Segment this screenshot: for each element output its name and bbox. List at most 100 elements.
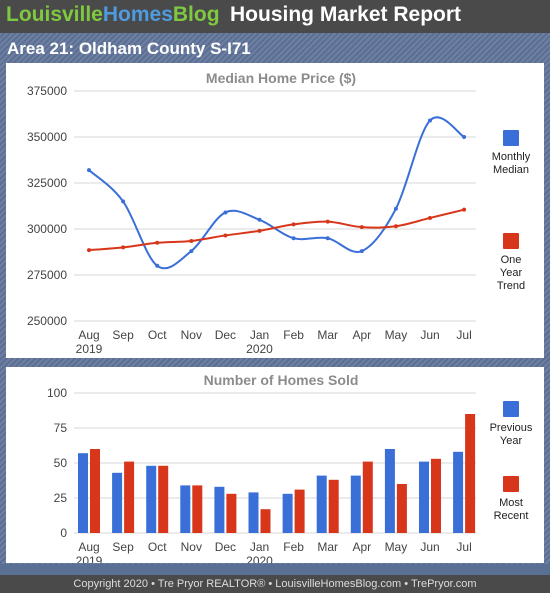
x-year-label: 2020 <box>246 554 273 563</box>
homes-sold-chart: Number of Homes Sold 100 75 50 25 0 Aug Sep Oct N… <box>47 372 533 568</box>
chart-title: Number of Homes Sold <box>204 372 359 388</box>
bar <box>248 492 259 533</box>
y-tick-label: 75 <box>54 421 68 435</box>
legend-most-recent-label: Most <box>499 497 523 509</box>
x-tick-label: Nov <box>181 540 202 554</box>
data-point <box>223 233 228 238</box>
brand-part-3: Blog <box>172 3 220 26</box>
brand-part-2: Homes <box>102 3 173 26</box>
legend-monthly-median-label: Monthly <box>492 151 531 163</box>
legend-monthly-median-swatch <box>503 130 519 146</box>
y-tick-label: 0 <box>60 526 67 540</box>
area-subtitle: Area 21: Oldham County S-I71 <box>7 39 251 58</box>
legend-most-recent-swatch <box>503 476 519 492</box>
bar <box>316 475 327 533</box>
bar <box>465 414 476 533</box>
data-point <box>189 249 194 254</box>
data-point <box>428 118 432 123</box>
legend-previous-year-label: Previous <box>490 422 533 434</box>
legend-one-year-trend-label: Year <box>500 267 523 279</box>
bar <box>90 449 100 533</box>
bar <box>124 461 135 533</box>
y-tick-label: 300000 <box>27 222 67 236</box>
data-point <box>325 236 330 241</box>
footer-copyright: Copyright 2020 • Tre Pryor REALTOR® • Lo… <box>0 575 550 593</box>
y-tick-label: 25 <box>54 491 68 505</box>
x-tick-label: May <box>385 328 408 342</box>
bar <box>180 485 191 533</box>
x-tick-label: Aug <box>78 540 99 554</box>
x-year-label: 2019 <box>76 554 103 563</box>
y-tick-label: 325000 <box>27 176 67 190</box>
x-tick-label: Oct <box>148 328 167 342</box>
legend-most-recent-label: Recent <box>494 510 529 522</box>
data-point <box>462 135 467 139</box>
data-point <box>291 222 296 227</box>
data-point <box>359 225 364 230</box>
median-price-panel: Median Home Price ($) 375000 350000 325000 3… <box>6 63 544 358</box>
x-tick-label: Jul <box>456 540 471 554</box>
data-point <box>291 236 296 241</box>
bar <box>396 484 407 533</box>
data-point <box>121 245 126 250</box>
data-point <box>257 228 262 233</box>
data-point <box>87 168 91 173</box>
bar <box>146 465 157 533</box>
x-tick-label: Feb <box>283 328 304 342</box>
homes-sold-panel: Number of Homes Sold 100 75 50 25 0 Aug Sep Oct N… <box>6 367 544 568</box>
legend-one-year-trend-swatch <box>503 233 519 249</box>
bar <box>384 449 395 533</box>
x-tick-label: Feb <box>283 540 304 554</box>
series-line <box>88 208 465 252</box>
y-tick-label: 100 <box>47 386 67 400</box>
bar <box>282 493 293 533</box>
x-tick-label: May <box>385 540 408 554</box>
bar <box>362 461 373 533</box>
header-bar: LouisvilleHomesBlog Housing Market Repor… <box>0 0 550 33</box>
data-point <box>257 217 262 222</box>
bar <box>260 509 271 533</box>
data-point <box>189 238 194 243</box>
bar <box>453 451 464 533</box>
data-point <box>393 224 398 229</box>
data-point <box>121 199 126 204</box>
x-tick-label: Apr <box>352 328 371 342</box>
x-tick-label: Jul <box>456 328 471 342</box>
x-tick-label: Dec <box>215 540 236 554</box>
median-price-chart: Median Home Price ($) 375000 350000 325000 3… <box>27 70 531 356</box>
y-tick-label: 350000 <box>27 130 67 144</box>
data-point <box>87 248 91 253</box>
bar <box>112 472 123 533</box>
data-point <box>393 206 398 211</box>
legend-one-year-trend-label: One <box>501 254 522 266</box>
x-tick-label: Apr <box>352 540 371 554</box>
y-tick-label: 50 <box>54 456 68 470</box>
legend-monthly-median-label: Median <box>493 164 529 176</box>
x-tick-label: Jan <box>250 328 269 342</box>
bar <box>78 453 88 533</box>
x-tick-label: Jan <box>250 540 269 554</box>
bar <box>431 458 441 533</box>
x-tick-label: Jun <box>420 328 439 342</box>
legend-previous-year-swatch <box>503 401 519 417</box>
x-tick-label: Oct <box>148 540 167 554</box>
data-point <box>223 210 228 215</box>
data-point <box>325 219 330 224</box>
bar <box>214 486 225 533</box>
bar <box>419 461 429 533</box>
data-point <box>155 263 160 268</box>
bar <box>226 493 237 533</box>
x-tick-label: Nov <box>181 328 202 342</box>
x-tick-label: Sep <box>112 328 134 342</box>
report-title: Housing Market Report <box>230 3 462 26</box>
data-point <box>462 207 467 212</box>
x-tick-label: Mar <box>317 328 338 342</box>
x-tick-label: Jun <box>420 540 439 554</box>
legend-previous-year-label: Year <box>500 435 523 447</box>
brand-logo: LouisvilleHomesBlog <box>6 3 220 27</box>
y-tick-label: 275000 <box>27 268 67 282</box>
bar <box>294 489 305 533</box>
bar <box>350 475 361 533</box>
bar <box>328 479 339 533</box>
bar <box>158 465 169 533</box>
